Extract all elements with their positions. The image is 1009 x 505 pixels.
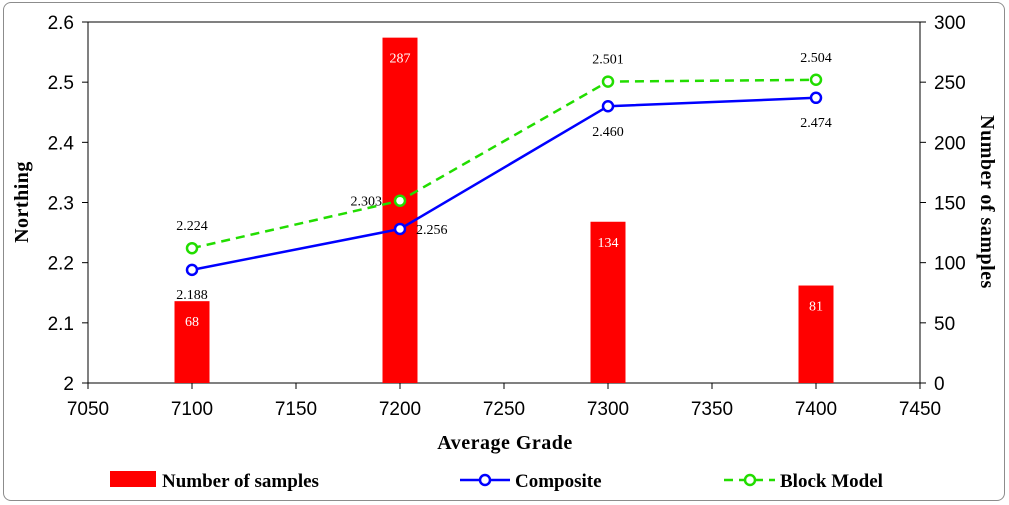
bar [174, 301, 210, 383]
y2-axis-title: Number of samples [976, 115, 998, 289]
composite-line [191, 96, 817, 272]
x-tick-label: 7050 [67, 399, 109, 420]
composite-point [601, 99, 615, 113]
line-series [185, 73, 823, 277]
x-tick-label: 7100 [171, 399, 213, 420]
bar [590, 221, 626, 383]
data-labels: 68 287 134 81 2.188 2.256 2.460 2.474 2.224 2.303… [176, 51, 832, 330]
y-axis-title: Northing [11, 161, 33, 243]
legend-swatch-blockmodel-marker [743, 473, 757, 487]
block-model-point [185, 241, 199, 255]
legend-swatch-composite-marker [478, 473, 492, 487]
block-model-point [809, 73, 823, 87]
x-tick-label: 7150 [275, 399, 317, 420]
y2-tick-label: 200 [934, 133, 966, 154]
x-tick-label: 7450 [899, 399, 941, 420]
composite-data-label: 2.256 [416, 223, 448, 238]
y2-tick-label: 0 [934, 374, 945, 395]
y-tick-label: 2.3 [48, 194, 74, 215]
bar-data-label: 68 [185, 315, 199, 330]
composite-data-label: 2.474 [800, 116, 832, 131]
x-tick-label: 7200 [379, 399, 421, 420]
block-model-data-label: 2.224 [176, 219, 208, 234]
bar [798, 285, 834, 383]
axes: 7050 7100 7150 7200 7250 7300 7350 7400 7450 2 2.1… [48, 13, 966, 420]
x-tick-label: 7400 [795, 399, 837, 420]
composite-data-label: 2.460 [592, 125, 624, 140]
y2-tick-label: 250 [934, 73, 966, 94]
composite-point [185, 263, 199, 277]
composite-data-label: 2.188 [176, 288, 208, 303]
x-tick-label: 7250 [483, 399, 525, 420]
legend: Number of samples Composite Block Model [110, 471, 883, 492]
block-model-data-label: 2.303 [351, 195, 383, 210]
y2-tick-label: 100 [934, 254, 966, 275]
legend-label-blockmodel: Block Model [780, 471, 883, 492]
block-model-line [191, 78, 817, 250]
legend-label-bars: Number of samples [162, 471, 319, 492]
x-tick-label: 7300 [587, 399, 629, 420]
composite-point [393, 222, 407, 236]
composite-point [809, 91, 823, 105]
y-tick-label: 2.4 [48, 133, 75, 154]
y2-tick-label: 150 [934, 194, 966, 215]
bar-data-label: 287 [390, 52, 411, 67]
y-tick-label: 2.6 [48, 13, 74, 34]
bar [382, 37, 418, 383]
block-model-data-label: 2.504 [800, 51, 832, 66]
bar-series [174, 37, 834, 383]
y-tick-label: 2.1 [48, 314, 74, 335]
x-axis-title: Average Grade [437, 432, 573, 454]
bar-data-label: 134 [598, 236, 619, 251]
y-tick-label: 2.5 [48, 73, 74, 94]
y2-tick-label: 50 [934, 314, 955, 335]
block-model-point [393, 194, 407, 207]
legend-label-composite: Composite [515, 471, 602, 492]
block-model-point [601, 75, 615, 88]
x-tick-label: 7350 [691, 399, 733, 420]
legend-swatch-bars [110, 471, 156, 487]
plot-area-border [87, 21, 921, 384]
plot-area [87, 21, 921, 384]
chart-frame [3, 2, 1005, 501]
y-tick-label: 2.2 [48, 254, 74, 275]
y-tick-label: 2 [63, 374, 74, 395]
y2-tick-label: 300 [934, 13, 966, 34]
bar-data-label: 81 [809, 300, 823, 315]
block-model-data-label: 2.501 [592, 53, 624, 68]
